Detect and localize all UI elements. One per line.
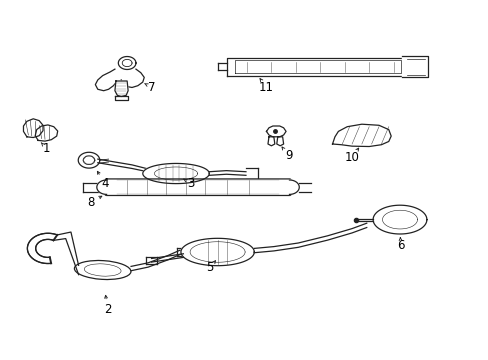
Text: 9: 9 [284, 149, 292, 162]
Text: 7: 7 [147, 81, 155, 94]
Text: 6: 6 [396, 239, 404, 252]
FancyBboxPatch shape [105, 179, 290, 195]
Polygon shape [267, 137, 274, 146]
Polygon shape [35, 125, 58, 141]
Text: 4: 4 [101, 177, 109, 190]
Text: 11: 11 [259, 81, 273, 94]
Polygon shape [401, 56, 427, 77]
Polygon shape [142, 163, 209, 184]
Polygon shape [181, 238, 254, 266]
Polygon shape [332, 124, 390, 147]
Polygon shape [289, 180, 299, 194]
Polygon shape [23, 119, 43, 138]
Ellipse shape [74, 261, 131, 279]
Polygon shape [115, 81, 128, 96]
Polygon shape [27, 233, 57, 264]
Polygon shape [97, 180, 106, 194]
Text: 10: 10 [344, 151, 359, 164]
Polygon shape [234, 60, 400, 73]
Polygon shape [118, 57, 136, 69]
Polygon shape [372, 205, 426, 234]
Polygon shape [227, 58, 425, 76]
Text: 3: 3 [186, 177, 194, 190]
Text: 2: 2 [103, 303, 111, 316]
Text: 8: 8 [86, 196, 94, 209]
Polygon shape [78, 152, 100, 168]
Text: 1: 1 [42, 142, 50, 155]
Polygon shape [276, 137, 283, 146]
Polygon shape [266, 126, 285, 137]
Polygon shape [115, 96, 128, 100]
Text: 5: 5 [206, 261, 214, 274]
